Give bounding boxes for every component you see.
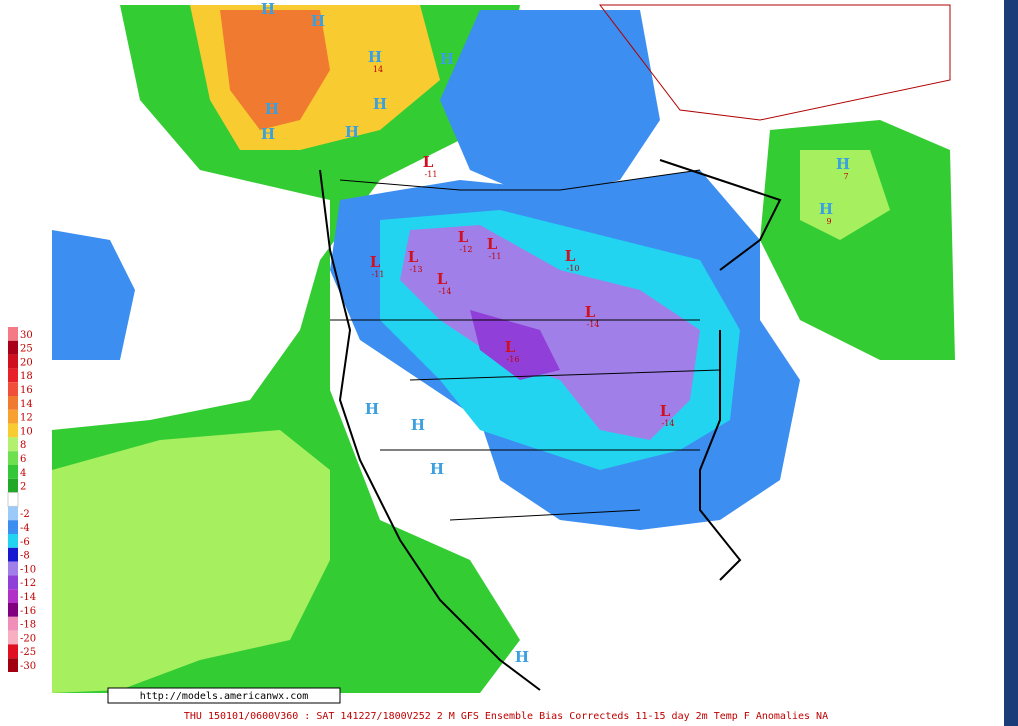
pressure-symbol: L xyxy=(565,247,576,265)
legend-swatch xyxy=(8,630,18,645)
pressure-symbol: L xyxy=(487,235,498,253)
legend-swatch xyxy=(8,616,18,631)
legend-label: -10 xyxy=(20,564,36,575)
legend-label: -20 xyxy=(20,633,36,644)
legend-label: -8 xyxy=(20,551,30,562)
legend-label: 18 xyxy=(20,371,33,382)
legend-swatch xyxy=(8,478,18,493)
pressure-symbol: L xyxy=(423,153,434,171)
legend-label: 30 xyxy=(20,330,33,341)
pressure-value: -11 xyxy=(489,252,502,261)
legend-swatch xyxy=(8,382,18,396)
pressure-symbol: H xyxy=(819,200,833,218)
pressure-symbol: L xyxy=(505,338,516,356)
legend-label: 4 xyxy=(20,468,26,479)
legend-label: -6 xyxy=(20,537,30,548)
legend-label: 10 xyxy=(20,426,33,437)
pressure-symbol: L xyxy=(458,228,469,246)
legend-swatch xyxy=(8,451,18,465)
pressure-value: 7 xyxy=(843,172,848,181)
legend-swatch xyxy=(8,575,18,590)
legend-label: -16 xyxy=(20,606,36,617)
legend-swatch xyxy=(8,561,18,576)
pressure-value: -11 xyxy=(425,170,438,179)
pressure-symbol: H xyxy=(836,155,850,173)
url-text: http://models.americanwx.com xyxy=(140,691,309,702)
pressure-symbol: H xyxy=(345,123,359,141)
legend-swatch xyxy=(8,506,18,521)
legend-swatch xyxy=(8,340,18,355)
legend-swatch xyxy=(8,327,18,341)
legend-label: -4 xyxy=(20,523,30,534)
legend-label: 8 xyxy=(20,440,26,451)
legend-swatch xyxy=(8,589,18,603)
legend-swatch xyxy=(8,409,18,424)
pressure-value: -11 xyxy=(372,270,385,279)
pressure-symbol: H xyxy=(261,125,275,143)
pressure-symbol: L xyxy=(437,270,448,288)
pressure-value: -10 xyxy=(567,264,580,273)
pressure-value: -14 xyxy=(662,419,675,428)
legend-swatch xyxy=(8,423,18,438)
legend-swatch xyxy=(8,354,18,369)
pressure-symbol: H xyxy=(368,48,382,66)
legend-label: -2 xyxy=(20,509,30,520)
legend-label: 16 xyxy=(20,385,33,396)
legend-label: 6 xyxy=(20,454,26,465)
legend-swatch xyxy=(8,368,18,383)
pressure-value: -14 xyxy=(587,320,600,329)
legend-swatch xyxy=(8,658,18,672)
pressure-value: -13 xyxy=(410,265,423,274)
legend-swatch xyxy=(7,492,19,507)
url-box xyxy=(107,687,341,704)
legend-swatch xyxy=(8,603,18,617)
legend-label: -14 xyxy=(20,592,36,603)
pressure-symbol: L xyxy=(660,402,671,420)
legend-label: -30 xyxy=(20,661,36,672)
legend-label: 20 xyxy=(20,357,33,368)
pressure-value: -16 xyxy=(507,355,520,364)
legend-label: 2 xyxy=(20,482,26,493)
pressure-symbol: L xyxy=(408,248,419,266)
pressure-symbol: H xyxy=(440,50,454,68)
map xyxy=(52,4,955,693)
legend-swatch xyxy=(8,465,18,479)
pressure-symbol: L xyxy=(370,253,381,271)
pressure-symbol: H xyxy=(265,100,279,118)
legend-label: 12 xyxy=(20,413,33,424)
pressure-symbol: H xyxy=(411,416,425,434)
pressure-symbol: H xyxy=(311,12,325,30)
legend-swatch xyxy=(8,534,18,548)
legend-label: 25 xyxy=(20,344,33,355)
pressure-value: 9 xyxy=(826,217,831,226)
legend-swatch xyxy=(8,437,18,452)
pressure-symbol: H xyxy=(365,400,379,418)
legend-swatch xyxy=(8,520,18,534)
legend-swatch xyxy=(8,644,18,659)
legend-label: -25 xyxy=(20,647,36,658)
pressure-value: -14 xyxy=(439,287,452,296)
pressure-value: 14 xyxy=(373,65,383,74)
pressure-value: -12 xyxy=(460,245,473,254)
legend-label: 14 xyxy=(20,399,33,410)
pressure-symbol: H xyxy=(515,648,529,666)
legend-label: -18 xyxy=(20,620,36,631)
pressure-symbol: H xyxy=(373,95,387,113)
legend: 30 25 20 18 16 14 12 10 8 6 4 2 -2 -4 -6 -8 -10 -12 -14 -16… xyxy=(7,327,36,672)
caption: THU 150101/0600V360 : SAT 141227/1800V25… xyxy=(184,711,828,722)
legend-label: -12 xyxy=(20,578,36,589)
pressure-symbol: L xyxy=(585,303,596,321)
pressure-symbol: H xyxy=(430,460,444,478)
legend-swatch xyxy=(8,547,18,562)
legend-swatch xyxy=(8,396,18,410)
frame-edge xyxy=(1004,0,1018,726)
pressure-symbol: H xyxy=(261,0,275,18)
